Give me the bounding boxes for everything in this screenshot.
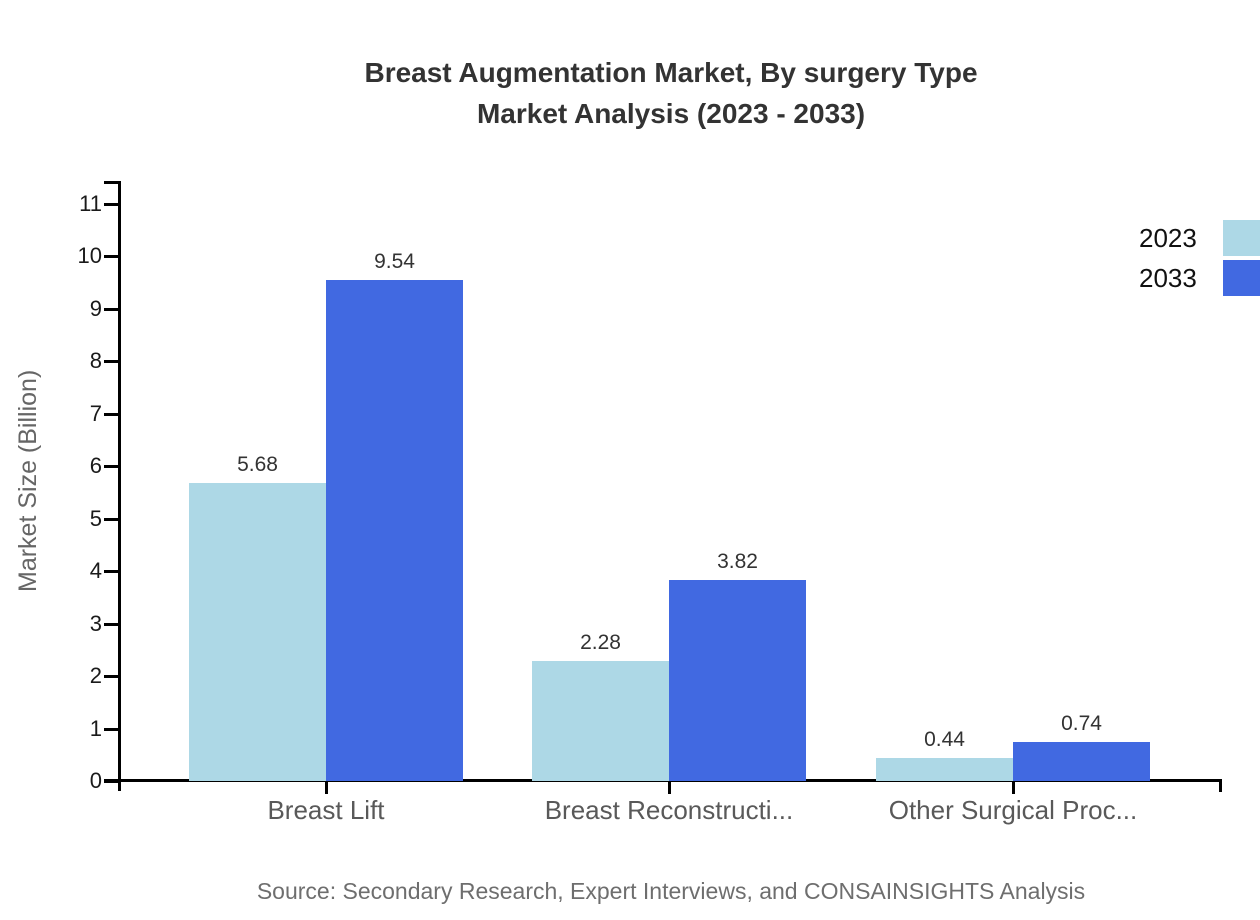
legend-item-2033: 2033 (1139, 258, 1260, 298)
plot-area: 0 1 2 3 4 5 6 7 8 9 10 11 5.68 9.54 Breast Lift 2.28 3.8… (78, 181, 1222, 825)
bar-2033-other-surgical-proc (1013, 742, 1150, 781)
y-tick-1 (104, 727, 120, 731)
bar-2023-breast-lift (189, 482, 326, 781)
y-tick-4 (104, 570, 120, 573)
y-tick-2 (104, 675, 120, 678)
y-axis-top-cap (104, 181, 121, 184)
y-tick-11 (104, 202, 120, 206)
y-tick-label-10: 10 (77, 243, 102, 268)
bar-2023-other-surgical-proc (876, 757, 1013, 781)
y-tick-label-0: 0 (89, 768, 102, 793)
y-tick-label-3: 3 (89, 610, 102, 636)
y-axis-line (118, 181, 121, 791)
y-tick-10 (104, 255, 120, 258)
y-tick-label-11: 11 (79, 190, 102, 216)
chart-title-line-2: Market Analysis (2023 - 2033) (476, 98, 866, 129)
value-label-2023-breast-lift: 5.68 (237, 452, 278, 476)
value-label-2033-breast-lift: 9.54 (374, 250, 415, 274)
x-axis-end-cap (1219, 779, 1222, 792)
chart-title: Breast Augmentation Market, By surgery T… (120, 52, 1222, 134)
value-label-2033-breast-reconstructi: 3.82 (717, 550, 758, 574)
y-tick-label-8: 8 (89, 348, 102, 373)
value-label-2023-breast-reconstructi: 2.28 (580, 631, 621, 655)
bar-2033-breast-lift (326, 280, 463, 781)
y-tick-label-9: 9 (89, 295, 102, 321)
y-tick-3 (104, 622, 120, 626)
y-tick-9 (104, 307, 120, 311)
x-tick-breast-lift (325, 781, 328, 794)
x-tick-breast-reconstructi (668, 781, 671, 794)
y-tick-6 (104, 465, 120, 468)
legend: 2023 2033 (1139, 218, 1260, 298)
bar-2033-breast-reconstructi (669, 580, 806, 781)
legend-swatch-2033 (1223, 260, 1260, 296)
y-tick-5 (104, 517, 120, 521)
source-note: Source: Secondary Research, Expert Inter… (256, 878, 1086, 904)
legend-label-2023: 2023 (1139, 222, 1197, 253)
legend-swatch-2023 (1223, 220, 1260, 256)
y-tick-label-5: 5 (89, 505, 102, 531)
chart-title-line-1: Breast Augmentation Market, By surgery T… (364, 57, 978, 88)
y-tick-label-7: 7 (89, 400, 102, 426)
x-category-label-breast-reconstructi: Breast Reconstructi... (544, 795, 794, 825)
y-tick-label-2: 2 (89, 663, 102, 688)
legend-label-2033: 2033 (1139, 262, 1197, 293)
y-tick-label-4: 4 (89, 558, 102, 583)
y-tick-7 (104, 412, 120, 416)
y-tick-label-6: 6 (89, 453, 102, 478)
bar-2023-breast-reconstructi (532, 661, 669, 781)
value-label-2023-other-surgical-proc: 0.44 (924, 727, 965, 751)
y-tick-label-1: 1 (89, 715, 102, 741)
y-axis-title: Market Size (Billion) (14, 369, 42, 593)
legend-item-2023: 2023 (1139, 218, 1260, 258)
x-category-label-breast-lift: Breast Lift (267, 795, 385, 825)
y-tick-8 (104, 360, 120, 363)
y-tick-0 (104, 780, 120, 783)
value-label-2033-other-surgical-proc: 0.74 (1061, 712, 1102, 736)
x-tick-other-surgical-proc (1012, 781, 1015, 794)
x-category-label-other-surgical-proc: Other Surgical Proc... (888, 795, 1138, 825)
